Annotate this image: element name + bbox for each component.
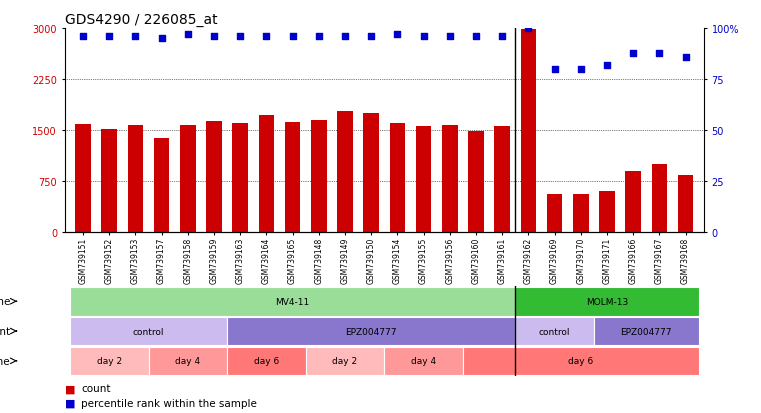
Text: control: control [539,327,570,336]
Bar [651,164,667,233]
Text: MOLM-13: MOLM-13 [586,297,628,306]
Point [470,34,482,40]
Point [680,54,692,61]
Bar [75,125,91,233]
Text: day 4: day 4 [411,356,436,366]
Bar [515,287,699,316]
Text: EPZ004777: EPZ004777 [620,327,672,336]
Point [444,34,456,40]
Point [653,50,665,57]
Bar [206,122,222,233]
Text: day 6: day 6 [568,356,594,366]
Bar [337,112,353,233]
Text: day 2: day 2 [333,356,358,366]
Bar [678,176,693,233]
Point [208,34,220,40]
Point [522,26,534,32]
Text: cell line: cell line [0,297,11,306]
Point [129,34,142,40]
Bar [154,139,170,233]
Bar [468,132,484,233]
Text: ■: ■ [65,383,75,393]
Bar [70,287,515,316]
Bar [546,194,562,233]
Point [549,66,561,73]
Bar [306,347,384,375]
Text: ■: ■ [65,398,75,408]
Bar [573,195,589,233]
Point [339,34,351,40]
Point [391,32,403,38]
Bar [390,123,406,233]
Bar [285,123,301,233]
Bar [311,121,326,233]
Bar [227,317,515,346]
Bar [521,30,537,233]
Point [260,34,272,40]
Point [77,34,89,40]
Text: time: time [0,356,11,366]
Point [234,34,247,40]
Bar [180,126,196,233]
Point [496,34,508,40]
Bar [70,317,227,346]
Bar [594,317,699,346]
Point [313,34,325,40]
Text: control: control [132,327,164,336]
Point [365,34,377,40]
Bar [599,192,615,233]
Bar [515,317,594,346]
Text: percentile rank within the sample: percentile rank within the sample [81,398,257,408]
Text: agent: agent [0,326,11,336]
Point [287,34,299,40]
Bar [70,347,148,375]
Bar [442,126,457,233]
Point [627,50,639,57]
Text: day 4: day 4 [175,356,200,366]
Bar [626,172,641,233]
Bar [101,130,117,233]
Point [575,66,587,73]
Text: EPZ004777: EPZ004777 [345,327,397,336]
Bar [148,347,227,375]
Point [182,32,194,38]
Bar [495,127,510,233]
Bar [227,347,306,375]
Text: GDS4290 / 226085_at: GDS4290 / 226085_at [65,12,218,26]
Bar [416,127,431,233]
Text: MV4-11: MV4-11 [275,297,310,306]
Bar [363,113,379,233]
Text: count: count [81,383,111,393]
Bar [384,347,463,375]
Text: day 6: day 6 [253,356,279,366]
Point [418,34,430,40]
Point [155,36,167,43]
Text: day 2: day 2 [97,356,122,366]
Bar [259,116,274,233]
Bar [232,123,248,233]
Bar [463,347,699,375]
Bar [128,126,143,233]
Point [601,62,613,69]
Point [103,34,116,40]
